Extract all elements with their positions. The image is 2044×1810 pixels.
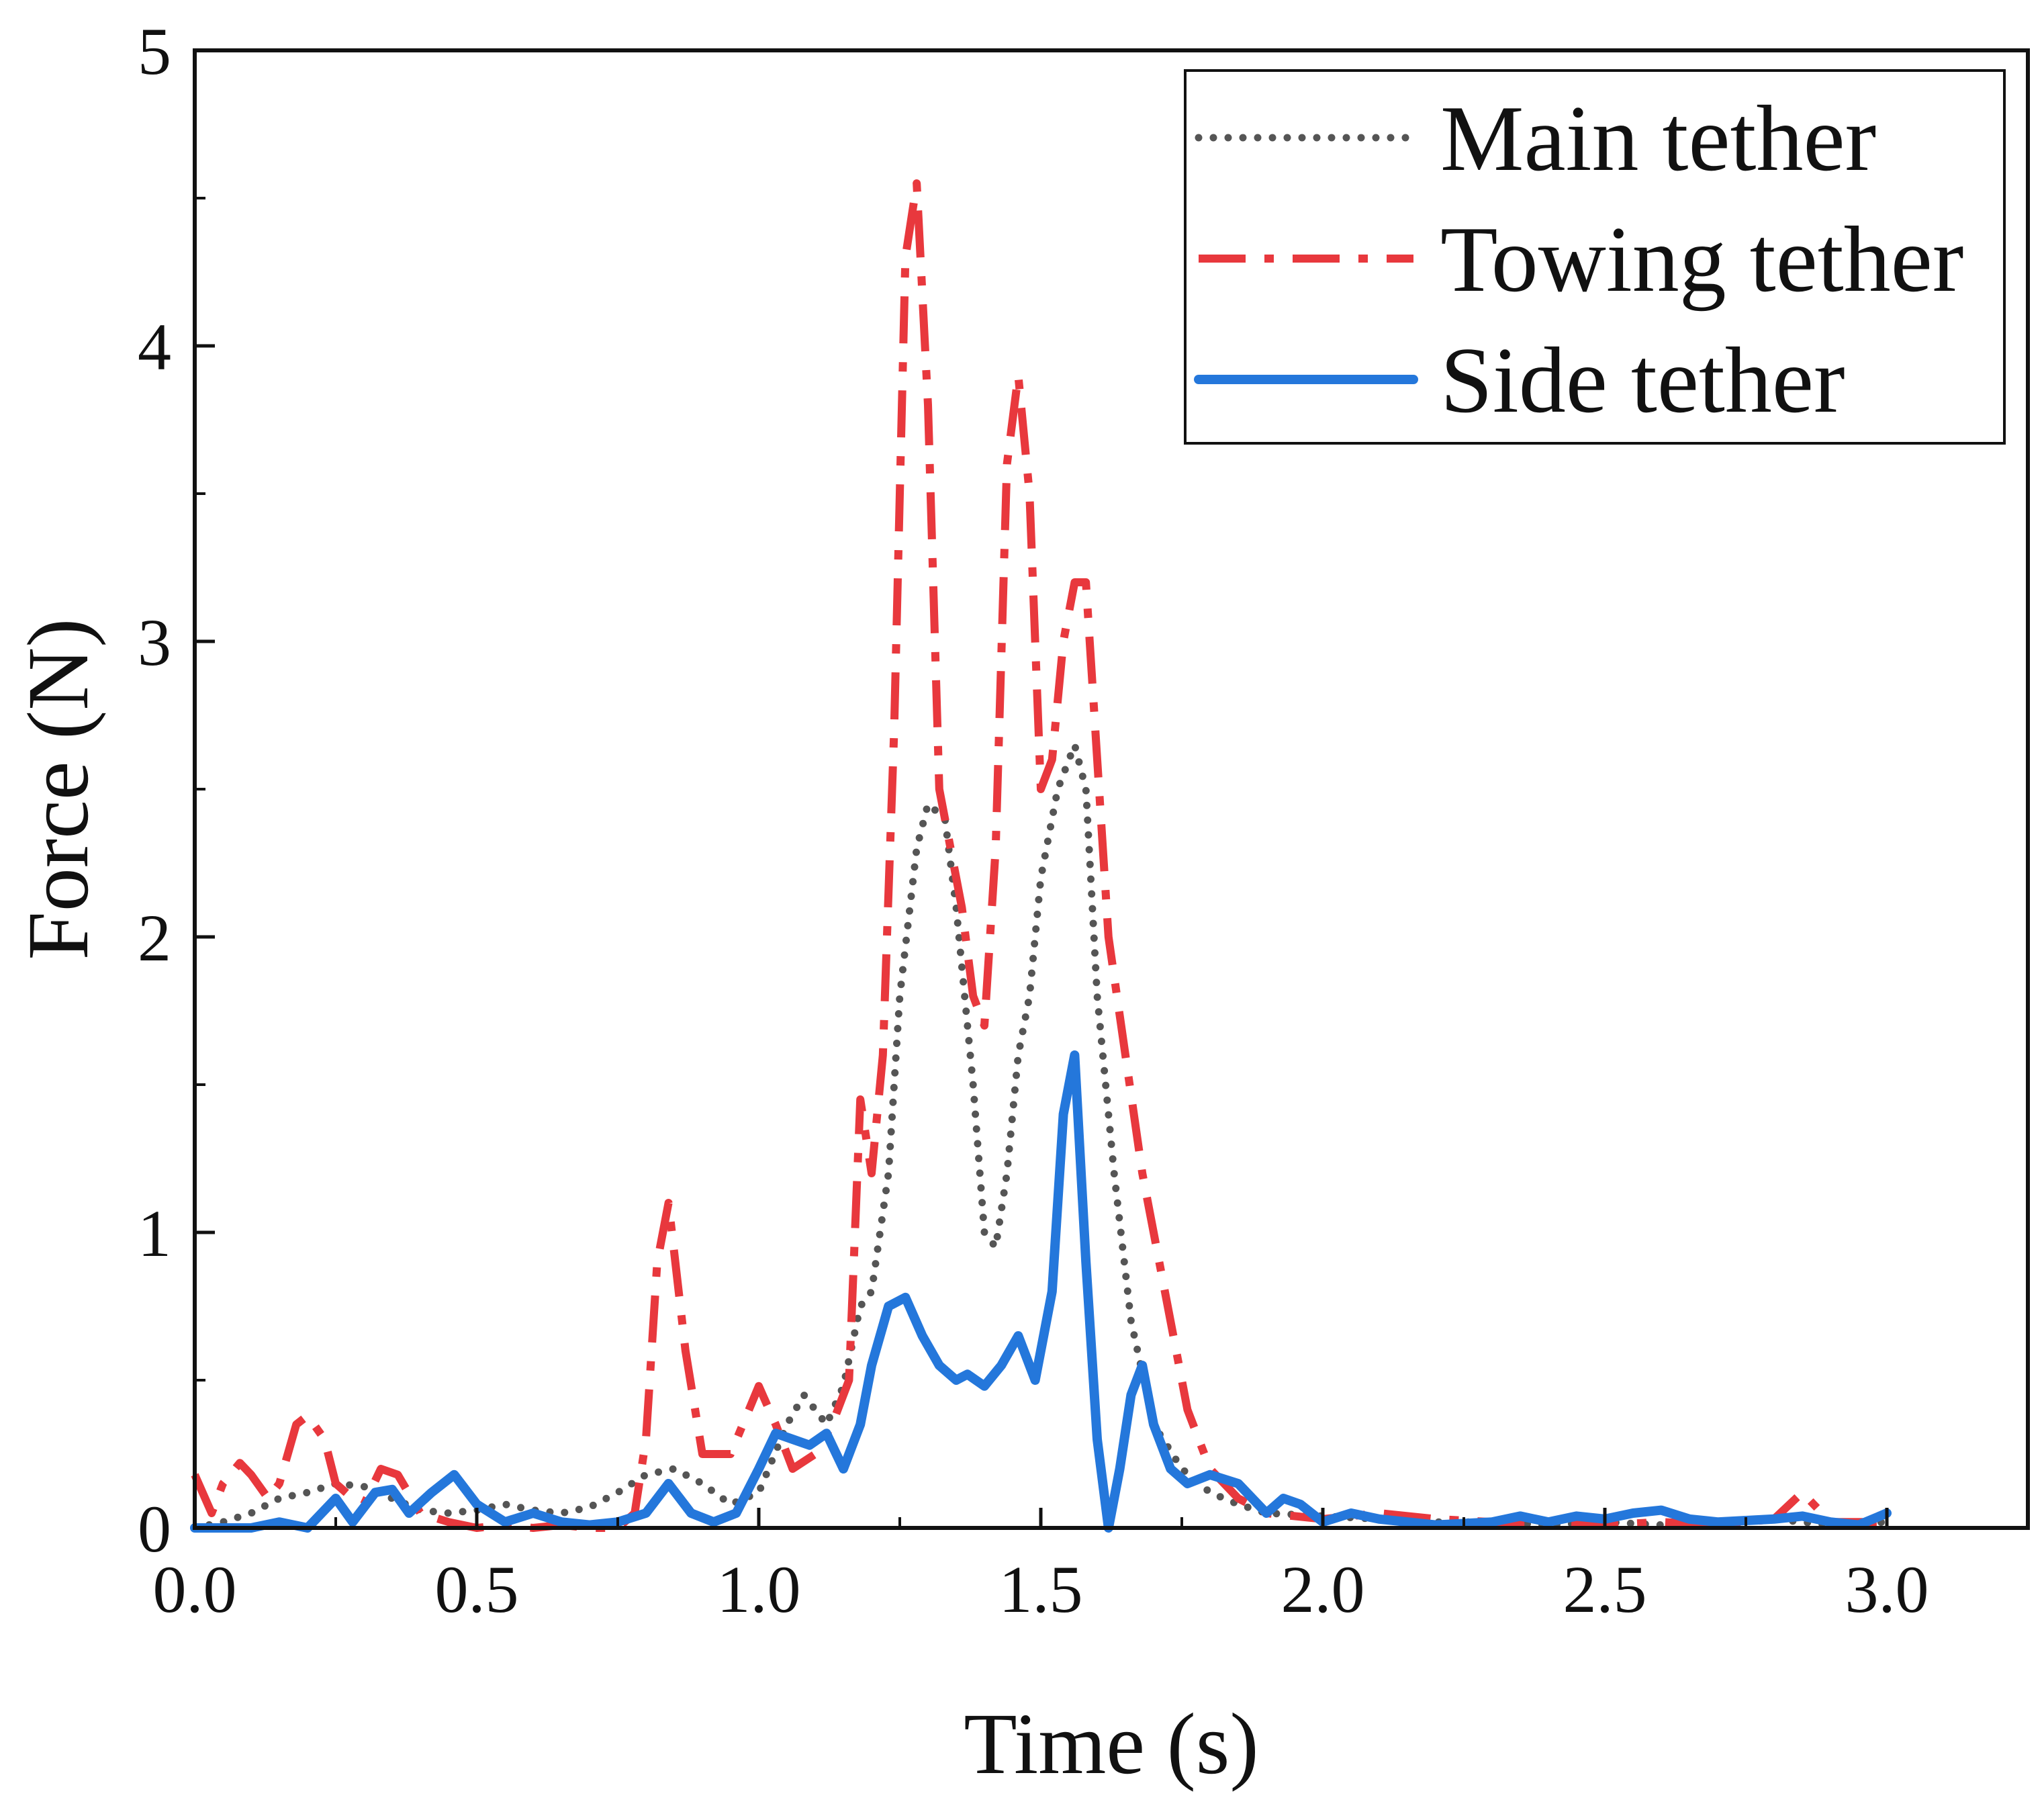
- y-axis-title: Force (N): [10, 619, 107, 960]
- y-tick-label: 5: [138, 14, 171, 89]
- x-tick-label: 2.5: [1563, 1552, 1647, 1627]
- y-axis: 0 1 2 3 4 5: [138, 14, 215, 1566]
- legend-label: Side tether: [1440, 328, 1845, 433]
- y-tick-label: 4: [138, 310, 171, 384]
- x-tick-label: 0.5: [435, 1552, 519, 1627]
- x-tick-label: 1.0: [717, 1552, 801, 1627]
- legend-label: Towing tether: [1440, 208, 1963, 312]
- y-tick-label: 3: [138, 605, 171, 680]
- x-tick-label: 1.5: [999, 1552, 1083, 1627]
- series-line-main-tether: [191, 741, 1891, 1532]
- x-axis-title: Time (s): [964, 1696, 1258, 1793]
- x-axis: 0.0 0.5 1.0 1.5 2.0 2.5 3.0: [153, 1508, 1929, 1627]
- x-tick-label: 0.0: [153, 1552, 237, 1627]
- x-tick-label: 3.0: [1845, 1552, 1929, 1627]
- legend-items: Main tether Towing tether Side tether: [1194, 87, 1963, 433]
- legend-label: Main tether: [1440, 87, 1876, 191]
- y-tick-label: 1: [138, 1196, 171, 1271]
- plot-lines: [190, 179, 1892, 1533]
- y-tick-label: 2: [138, 901, 171, 975]
- x-tick-label: 2.0: [1281, 1552, 1365, 1627]
- y-tick-label: 0: [138, 1492, 171, 1566]
- legend: Main tether Towing tether Side tether: [1184, 69, 2006, 445]
- series-line-side-tether: [190, 1050, 1892, 1533]
